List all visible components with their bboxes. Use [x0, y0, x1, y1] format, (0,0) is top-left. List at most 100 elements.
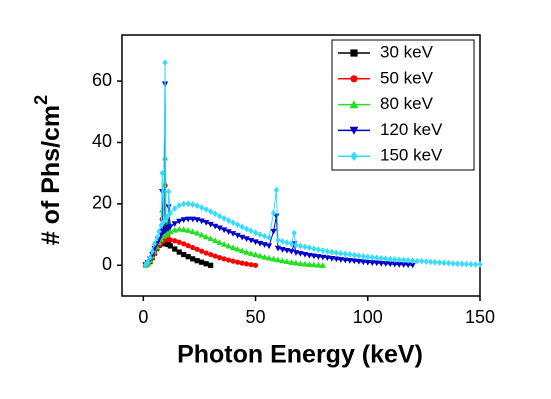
marker	[319, 262, 327, 268]
marker	[229, 244, 237, 251]
marker	[374, 254, 380, 262]
marker	[293, 241, 299, 249]
marker	[203, 261, 209, 267]
marker	[162, 59, 168, 67]
marker	[302, 243, 308, 251]
marker	[257, 231, 263, 238]
marker	[351, 251, 357, 259]
marker	[279, 257, 286, 264]
marker	[423, 258, 429, 265]
marker	[315, 246, 321, 254]
marker	[190, 201, 196, 208]
marker	[212, 210, 218, 218]
marker	[230, 219, 236, 226]
marker	[311, 245, 317, 253]
marker	[176, 202, 182, 209]
marker	[297, 251, 304, 257]
marker	[156, 228, 162, 235]
marker	[324, 248, 330, 255]
marker	[396, 256, 402, 264]
marker	[171, 221, 178, 227]
marker	[328, 255, 335, 262]
marker	[342, 250, 348, 258]
marker	[428, 258, 434, 266]
marker	[350, 49, 358, 57]
marker	[315, 254, 322, 260]
marker	[265, 243, 273, 250]
marker	[194, 229, 201, 236]
marker	[226, 257, 232, 263]
marker	[463, 260, 470, 268]
marker	[288, 259, 295, 265]
marker	[185, 216, 192, 223]
marker	[190, 244, 196, 251]
marker	[185, 227, 192, 233]
marker	[369, 260, 376, 266]
marker	[185, 200, 191, 208]
marker	[306, 252, 313, 259]
marker	[172, 205, 178, 212]
marker	[283, 247, 291, 254]
y-tick-label: 40	[92, 131, 112, 151]
marker	[199, 248, 205, 254]
marker	[252, 262, 259, 268]
legend-label: 150 keV	[380, 146, 443, 165]
marker	[239, 260, 245, 266]
x-tick-label: 150	[465, 307, 495, 327]
marker	[208, 262, 214, 268]
marker	[243, 225, 250, 233]
marker	[167, 228, 174, 235]
marker	[301, 251, 309, 258]
marker	[199, 259, 205, 265]
marker	[468, 260, 474, 268]
marker	[310, 261, 318, 268]
marker	[288, 248, 295, 255]
marker	[292, 250, 300, 256]
marker	[234, 232, 241, 239]
marker	[185, 243, 191, 249]
marker	[306, 261, 313, 267]
marker	[221, 214, 227, 222]
marker	[162, 222, 168, 228]
legend-label: 30 keV	[380, 42, 434, 61]
marker	[274, 256, 282, 263]
marker	[154, 234, 160, 242]
marker	[365, 253, 371, 261]
marker	[342, 257, 349, 264]
y-tick-label: 60	[92, 70, 112, 90]
marker	[459, 260, 465, 268]
marker	[409, 262, 416, 269]
marker	[445, 259, 452, 267]
marker	[181, 200, 187, 208]
marker	[171, 226, 178, 233]
marker	[180, 226, 187, 232]
marker	[212, 253, 218, 259]
marker	[477, 261, 483, 268]
marker	[373, 260, 380, 267]
marker	[329, 248, 335, 256]
marker	[221, 240, 228, 247]
marker	[432, 258, 438, 266]
marker	[190, 256, 196, 262]
marker	[279, 247, 286, 253]
marker	[145, 258, 151, 266]
marker	[441, 259, 447, 267]
plot	[142, 59, 483, 269]
marker	[203, 250, 209, 256]
y-axis-label-sup: 2	[31, 95, 51, 105]
marker	[225, 242, 232, 249]
marker	[203, 206, 209, 213]
marker	[189, 216, 196, 223]
marker	[472, 260, 479, 268]
marker	[167, 243, 173, 249]
marker	[172, 238, 178, 244]
marker	[378, 254, 384, 262]
marker	[207, 221, 214, 228]
marker	[270, 209, 277, 217]
marker	[172, 246, 178, 252]
marker	[238, 234, 246, 241]
marker	[166, 188, 172, 195]
marker	[315, 261, 322, 268]
marker	[391, 261, 398, 268]
